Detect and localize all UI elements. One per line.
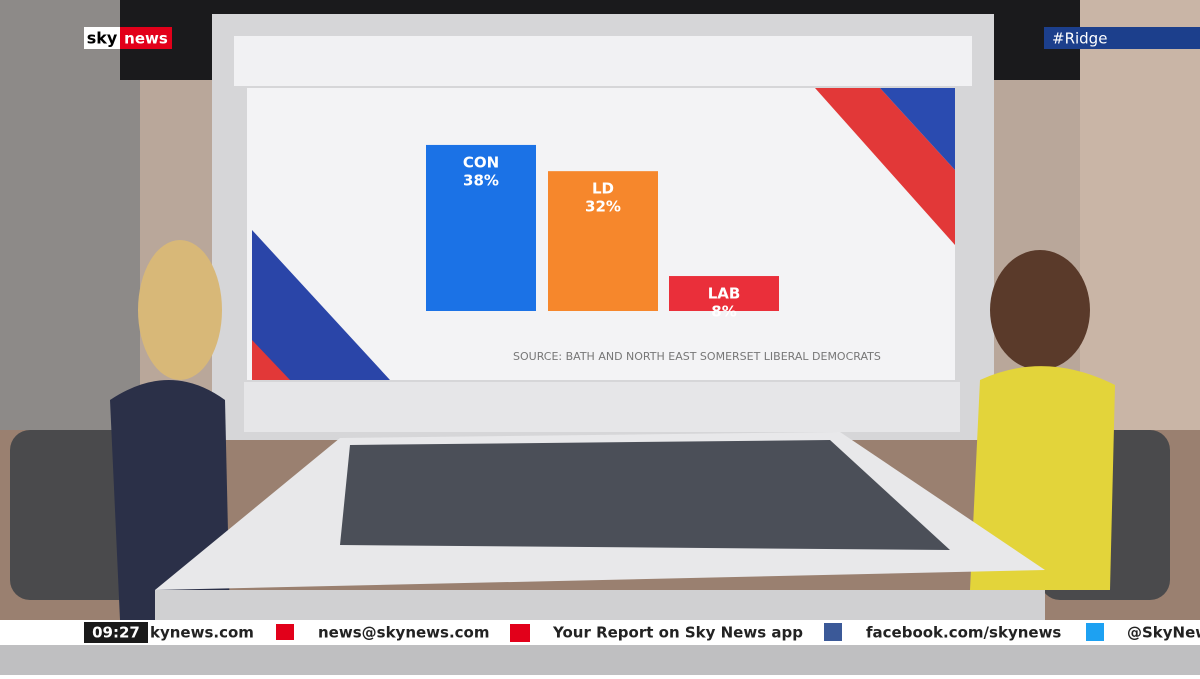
- ticker-items: kynews.com news@skynews.com Your Report on…: [150, 624, 1200, 642]
- facebook-icon: [824, 623, 842, 641]
- mail-icon: [276, 624, 294, 640]
- ticker-base: [0, 645, 1200, 675]
- bar-value-label: 8%: [711, 303, 736, 321]
- bar: [669, 276, 779, 311]
- time-box: [84, 622, 148, 643]
- bar: [548, 171, 658, 311]
- stripe: [815, 88, 955, 245]
- bar-category: LD: [592, 180, 614, 198]
- ticker-item: news@skynews.com: [318, 624, 489, 642]
- ticker-item: kynews.com: [150, 624, 254, 642]
- bar: [426, 144, 536, 311]
- chair: [10, 430, 140, 600]
- presenter-hair: [138, 240, 222, 380]
- left-wall: [0, 0, 140, 440]
- ticker-time: 09:27: [92, 624, 140, 642]
- ticker-item: Your Report on Sky News app: [552, 624, 803, 642]
- guest-dress: [970, 366, 1115, 590]
- stripe: [252, 340, 290, 380]
- guest-hair: [990, 250, 1090, 370]
- bar-category: CON: [463, 153, 499, 171]
- right-wall: [1080, 0, 1200, 440]
- bar-value-label: 32%: [585, 198, 621, 216]
- screen-bottom: [244, 382, 960, 432]
- screen-top: [234, 36, 972, 86]
- logo-news: news: [124, 30, 168, 48]
- bar-category: LAB: [708, 285, 741, 303]
- logo-sky: sky: [87, 29, 118, 48]
- source-note: SOURCE: BATH AND NORTH EAST SOMERSET LIB…: [513, 350, 881, 363]
- stripe: [252, 230, 390, 380]
- logo-box: [84, 27, 120, 49]
- hashtag: #Ridge: [1052, 30, 1107, 48]
- bar-value-label: 38%: [463, 171, 499, 189]
- ticker: [0, 620, 1200, 645]
- stripe: [880, 88, 955, 170]
- table-glass: [340, 440, 950, 550]
- table-edge: [155, 590, 1045, 620]
- twitter-icon: [1086, 623, 1104, 641]
- app-icon: [510, 624, 530, 642]
- hashtag-box: [1044, 27, 1200, 49]
- ticker-item: facebook.com/skynews: [866, 624, 1061, 642]
